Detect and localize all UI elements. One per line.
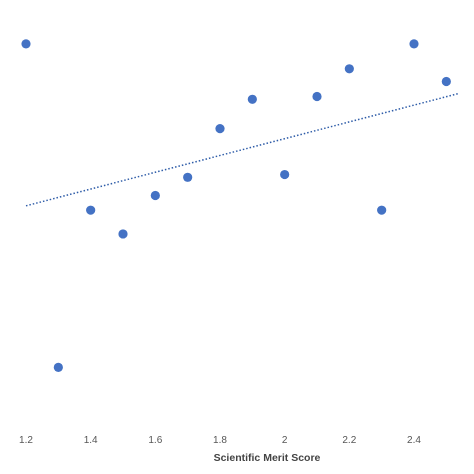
- x-tick-labels: 1.2 1.4 1.6 1.8 2 2.2 2.4: [19, 435, 421, 446]
- data-point: [344, 64, 354, 74]
- data-points-layer: [21, 39, 451, 372]
- data-point: [21, 39, 31, 49]
- x-tick-label: 2: [282, 435, 288, 446]
- data-point: [86, 205, 96, 215]
- data-point: [247, 94, 257, 104]
- data-point: [53, 362, 63, 372]
- data-point: [118, 229, 128, 239]
- x-tick-label: 1.8: [213, 435, 227, 446]
- data-point: [280, 169, 290, 180]
- data-point: [150, 190, 160, 201]
- data-point: [215, 124, 225, 134]
- data-point: [409, 39, 419, 49]
- x-tick-label: 1.4: [84, 435, 98, 446]
- x-tick-label: 1.2: [19, 435, 33, 446]
- data-point: [377, 205, 387, 215]
- x-tick-label: 2.4: [407, 435, 421, 446]
- trendline: [25, 92, 460, 207]
- x-tick-label: 1.6: [148, 435, 162, 446]
- trendline-layer: [25, 92, 460, 207]
- data-point: [183, 172, 193, 182]
- x-tick-label: 2.2: [342, 435, 356, 446]
- data-point: [441, 76, 451, 87]
- data-point: [312, 91, 322, 102]
- x-axis-title: Scientific Merit Score: [214, 452, 321, 464]
